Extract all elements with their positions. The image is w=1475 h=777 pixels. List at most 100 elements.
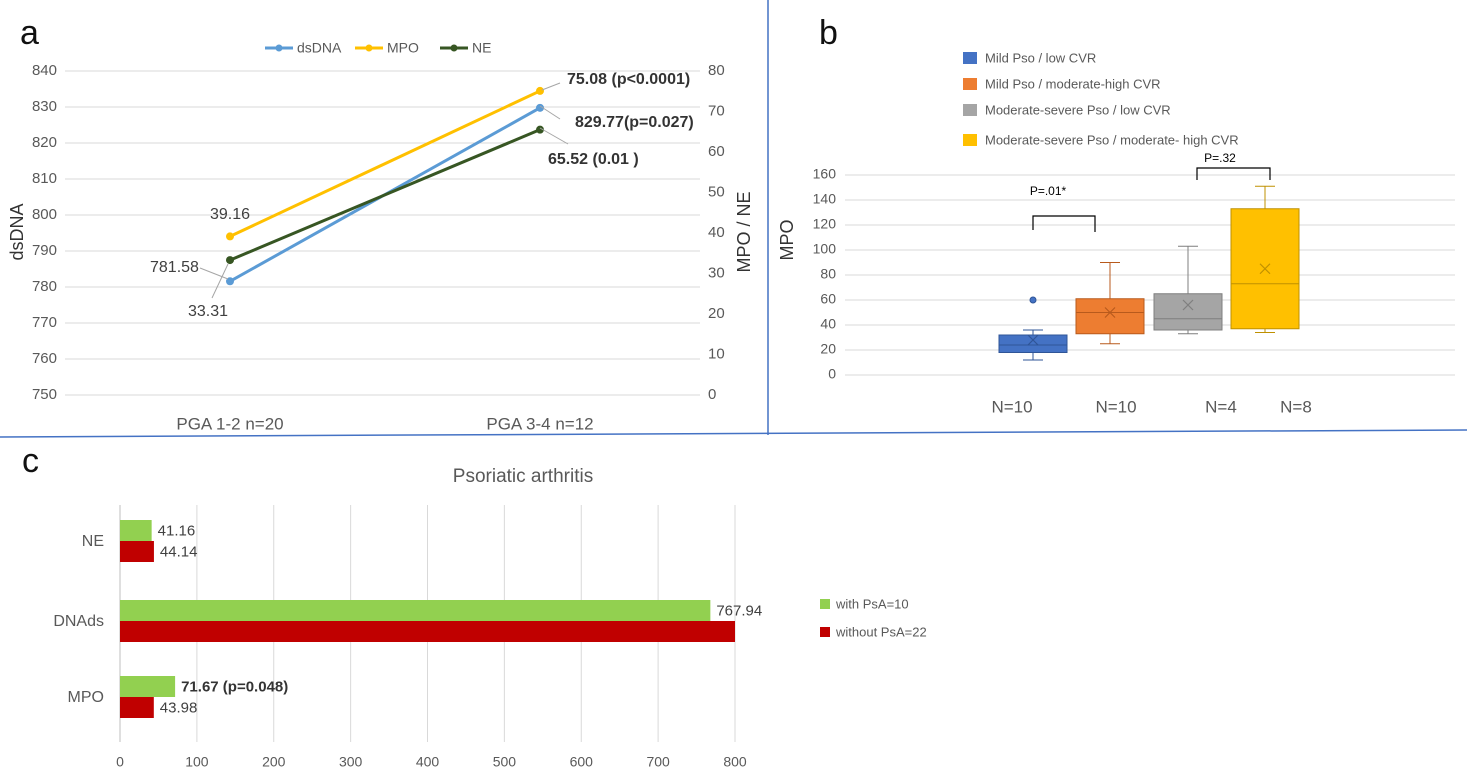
- box-mean-marker: [1182, 299, 1194, 311]
- box-mean-marker: [1104, 307, 1116, 318]
- box-mean-marker: [1259, 263, 1271, 275]
- y-tick-label-b: 100: [813, 241, 837, 257]
- y-left-tick-label: 800: [32, 206, 57, 223]
- bar-with-mpo: [120, 676, 176, 697]
- significance-bracket: [1032, 215, 1096, 232]
- y-tick-label-b: 0: [828, 366, 836, 382]
- legend-swatch-b: [963, 104, 977, 116]
- legend-label: MPO: [387, 40, 419, 56]
- data-label-c: 41.16: [158, 522, 196, 539]
- y-left-tick-label: 770: [32, 314, 57, 331]
- legend-swatch-c: [820, 599, 830, 609]
- panel-divider-horizontal: [0, 429, 1468, 438]
- data-point-dsdna: [536, 103, 544, 112]
- x-tick-label: PGA 1-2 n=20: [176, 414, 283, 433]
- y-category-label-c: NE: [82, 533, 104, 550]
- y-category-label-c: MPO: [68, 689, 104, 706]
- box-iqr: [998, 334, 1068, 353]
- data-point-mpo: [226, 232, 234, 241]
- data-annotation: 75.08 (p<0.0001): [567, 71, 690, 88]
- y-right-tick-label: 10: [708, 345, 725, 362]
- legend-label-c: without PsA=22: [835, 624, 927, 639]
- data-label-c: 43.98: [160, 699, 198, 716]
- panel-label-c: c: [22, 442, 39, 480]
- series-line-ne: [229, 128, 541, 262]
- x-tick-label-c: 300: [339, 754, 363, 770]
- x-tick-label: PGA 3-4 n=12: [486, 414, 593, 433]
- y-left-tick-label: 810: [32, 170, 57, 187]
- legend-label-b: Moderate-severe Pso / moderate- high CVR: [985, 132, 1239, 147]
- box-iqr: [1153, 293, 1223, 331]
- legend-swatch-c: [820, 627, 830, 637]
- x-tick-label-c: 800: [723, 754, 747, 770]
- y-tick-label-b: 120: [813, 216, 837, 232]
- y-tick-label-b: 80: [820, 266, 836, 282]
- data-annotation: 781.58: [150, 259, 199, 276]
- data-label-c: 44.14: [160, 543, 198, 560]
- data-annotation: 829.77(p=0.027): [575, 114, 694, 131]
- legend-label-b: Mild Pso / moderate-high CVR: [985, 76, 1161, 91]
- data-point-ne: [226, 256, 234, 265]
- y-left-tick-label: 760: [32, 350, 57, 367]
- y-axis-label-left: dsDNA: [7, 203, 27, 260]
- significance-label: P=.01*: [1030, 184, 1067, 198]
- y-left-tick-label: 830: [32, 98, 57, 115]
- y-left-tick-label: 840: [32, 62, 57, 79]
- x-tick-label-c: 700: [646, 754, 670, 770]
- legend-label-c: with PsA=10: [835, 596, 909, 611]
- bar-without-dnads: [120, 621, 735, 642]
- x-category-label-b: N=8: [1280, 397, 1312, 416]
- data-annotation: 39.16: [210, 206, 250, 223]
- legend-label-b: Moderate-severe Pso / low CVR: [985, 102, 1171, 117]
- y-category-label-c: DNAds: [53, 613, 104, 630]
- legend-swatch-b: [963, 134, 977, 146]
- x-category-label-b: N=10: [991, 397, 1032, 416]
- annotation-leader-line: [539, 127, 569, 145]
- bar-without-mpo: [120, 697, 154, 718]
- y-right-tick-label: 70: [708, 102, 725, 119]
- x-tick-label-c: 400: [416, 754, 440, 770]
- y-right-tick-label: 30: [708, 264, 725, 281]
- data-point-mpo: [536, 86, 544, 95]
- y-tick-label-b: 60: [820, 291, 836, 307]
- x-tick-label-c: 100: [185, 754, 209, 770]
- y-right-tick-label: 40: [708, 224, 725, 241]
- bar-without-ne: [120, 541, 154, 562]
- y-right-tick-label: 20: [708, 305, 725, 322]
- x-tick-label-c: 500: [493, 754, 517, 770]
- bar-with-dnads: [120, 600, 711, 621]
- y-tick-label-b: 160: [813, 166, 837, 182]
- annotation-leader-line: [199, 267, 229, 280]
- box-outlier-point: [1029, 296, 1037, 304]
- y-tick-label-b: 20: [820, 341, 836, 357]
- data-point-ne: [536, 125, 544, 134]
- y-axis-label-right: MPO / NE: [734, 191, 754, 272]
- legend-label-b: Mild Pso / low CVR: [985, 50, 1096, 65]
- y-right-tick-label: 50: [708, 183, 725, 200]
- x-tick-label-c: 0: [116, 754, 124, 770]
- significance-label: P=.32: [1204, 151, 1236, 165]
- y-right-tick-label: 80: [708, 62, 725, 79]
- legend-swatch-b: [963, 78, 977, 90]
- y-left-tick-label: 820: [32, 134, 57, 151]
- chart-title-c: Psoriatic arthritis: [453, 466, 593, 487]
- panel-label-a: a: [20, 14, 39, 52]
- legend-label: dsDNA: [297, 40, 342, 56]
- y-right-tick-label: 0: [708, 386, 716, 403]
- y-tick-label-b: 140: [813, 191, 837, 207]
- y-tick-label-b: 40: [820, 316, 836, 332]
- legend-marker-mpo: [365, 44, 373, 52]
- y-right-tick-label: 60: [708, 143, 725, 160]
- x-category-label-b: N=4: [1205, 397, 1237, 416]
- x-tick-label-c: 200: [262, 754, 286, 770]
- data-point-dsdna: [226, 277, 234, 286]
- significance-bracket: [1196, 167, 1271, 180]
- box-mean-marker: [1027, 334, 1039, 346]
- y-left-tick-label: 780: [32, 278, 57, 295]
- annotation-leader-line: [211, 263, 229, 299]
- y-left-tick-label: 790: [32, 242, 57, 259]
- data-label-c: 767.94: [716, 602, 762, 619]
- annotation-leader-line: [539, 105, 561, 120]
- box-iqr: [1075, 298, 1145, 335]
